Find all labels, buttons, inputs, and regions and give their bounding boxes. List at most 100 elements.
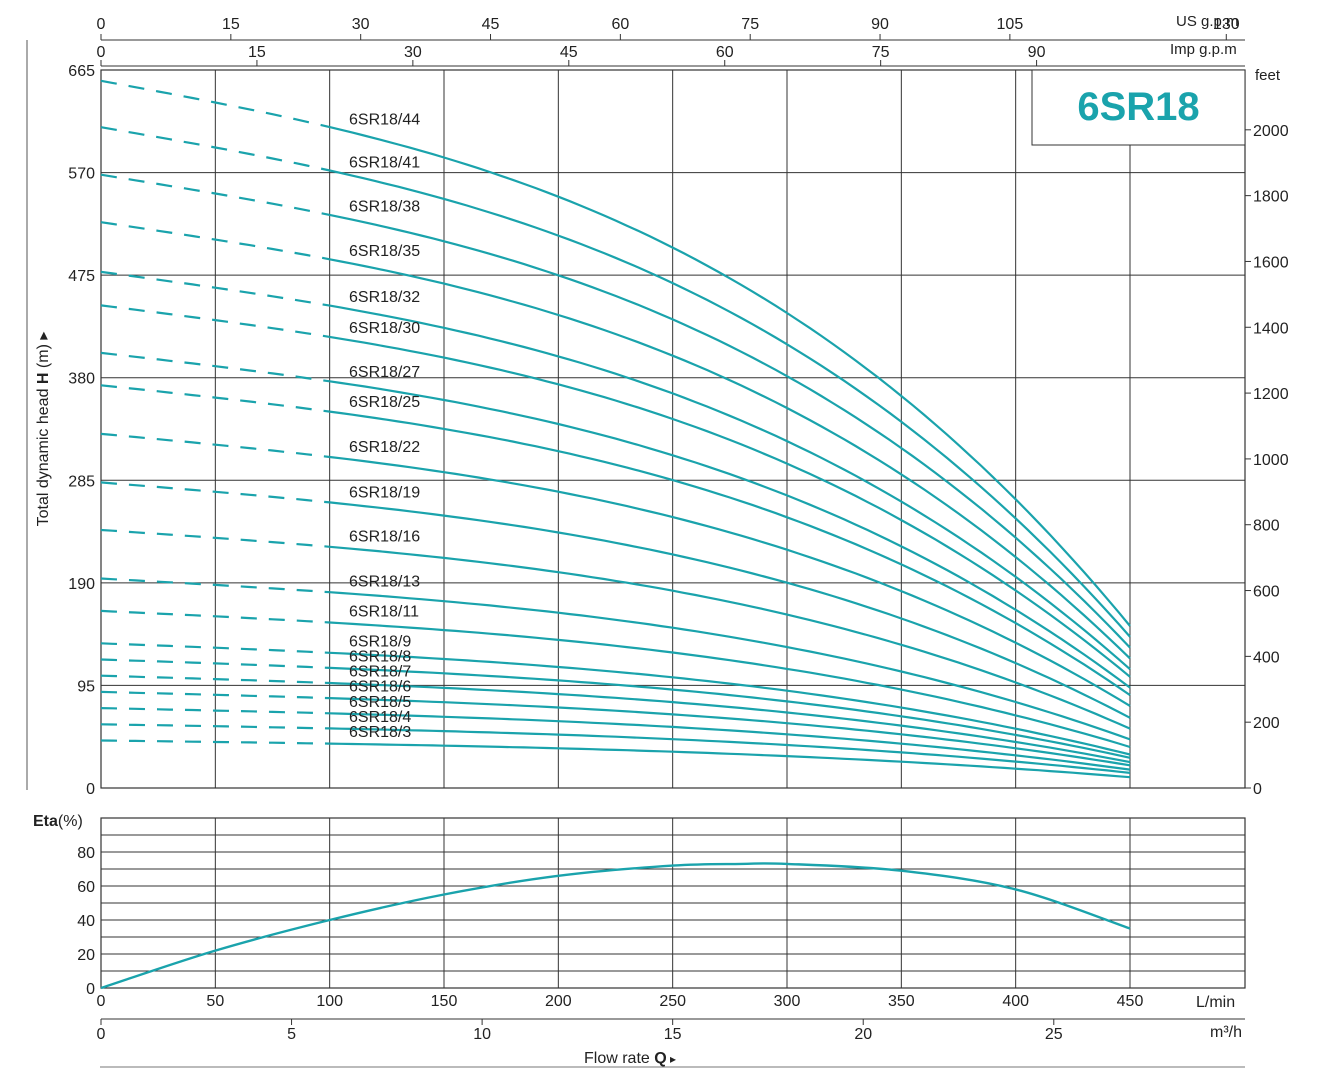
x-axis-unit-lmin: L/min [1196,994,1235,1011]
curve-label: 6SR18/4 [349,709,411,726]
y-tick-label: 570 [68,166,95,183]
head-curve [329,697,1131,767]
curve-label: 6SR18/22 [349,439,420,456]
us-gpm-tick-label: 130 [1213,16,1240,33]
curve-label: 6SR18/3 [349,724,411,741]
feet-tick-label: 1200 [1253,386,1289,403]
head-curve-dashed [100,723,330,730]
x-tick-label: 100 [316,993,343,1010]
head-curve [329,681,1131,764]
head-curve [329,380,1131,689]
head-curve [329,126,1131,627]
imp-gpm-tick-label: 30 [404,44,422,61]
x-tick-label: 200 [545,993,572,1010]
curve-label: 6SR18/7 [349,664,411,681]
curve-label: 6SR18/8 [349,649,411,666]
x-tick-label: 350 [888,993,915,1010]
m3h-tick-label: 10 [473,1026,491,1043]
imp-gpm-tick-label: 75 [872,44,890,61]
head-curve [329,712,1131,771]
us-gpm-tick-label: 0 [97,16,106,33]
m3h-unit: m³/h [1210,1024,1242,1041]
eta-y-tick-label: 60 [77,879,95,896]
x-tick-label: 50 [206,993,224,1010]
y-axis-title: Total dynamic head H (m) ▸ [35,332,52,527]
head-curve-dashed [100,384,330,413]
head-curve-dashed [100,126,330,172]
m3h-tick-label: 15 [664,1026,682,1043]
feet-tick-label: 600 [1253,584,1280,601]
eta-y-tick-label: 0 [86,981,95,998]
head-curve-dashed [100,707,330,715]
head-curve-dashed [100,351,330,383]
feet-tick-label: 800 [1253,518,1280,535]
head-curve-dashed [100,221,330,261]
head-curve [329,304,1131,671]
head-curve [329,169,1131,638]
head-curve-dashed [100,739,330,745]
head-curve [329,545,1131,730]
head-curve-dashed [100,173,330,216]
imp-gpm-tick-label: 15 [248,44,266,61]
us-gpm-tick-label: 105 [997,16,1024,33]
curve-label: 6SR18/27 [349,364,420,381]
head-curve [329,621,1131,749]
y-tick-label: 285 [68,473,95,490]
eta-y-tick-label: 80 [77,845,95,862]
curve-label: 6SR18/11 [349,604,419,621]
us-gpm-tick-label: 45 [482,16,500,33]
curve-label: 6SR18/6 [349,679,411,696]
imp-gpm-tick-label: 60 [716,44,734,61]
head-curve-dashed [100,609,330,624]
head-curve-dashed [100,528,330,548]
curve-label: 6SR18/35 [349,243,420,260]
curve-label: 6SR18/19 [349,484,420,501]
eta-y-tick-label: 40 [77,913,95,930]
head-curve [329,501,1131,719]
feet-tick-label: 200 [1253,715,1280,732]
x-tick-label: 250 [659,993,686,1010]
imp-gpm-unit: Imp g.p.m [1170,41,1237,58]
us-gpm-tick-label: 90 [871,16,889,33]
head-curve-dashed [100,270,330,307]
head-curve-dashed [100,481,330,504]
us-gpm-tick-label: 60 [611,16,629,33]
head-curve-dashed [100,658,330,669]
imp-gpm-tick-label: 0 [97,44,106,61]
feet-tick-label: 1400 [1253,320,1289,337]
m3h-tick-label: 5 [287,1026,296,1043]
y-tick-label: 0 [86,781,95,798]
curve-label: 6SR18/44 [349,111,420,128]
y-tick-label: 475 [68,268,95,285]
curve-label: 6SR18/25 [349,394,420,411]
head-curve-dashed [100,642,330,654]
us-gpm-tick-label: 15 [222,16,240,33]
head-curve [329,335,1131,678]
x-tick-label: 150 [431,993,458,1010]
head-curve-dashed [100,674,330,685]
feet-axis-unit: feet [1255,67,1281,84]
head-curve [329,742,1131,779]
x-tick-label: 450 [1117,993,1144,1010]
m3h-tick-label: 25 [1045,1026,1063,1043]
head-curve [329,727,1131,774]
title-box [1031,69,1246,146]
feet-tick-label: 1000 [1253,452,1289,469]
head-curve-dashed [100,304,330,338]
y-tick-label: 380 [68,371,95,388]
us-gpm-tick-label: 75 [741,16,759,33]
imp-gpm-tick-label: 90 [1028,44,1046,61]
m3h-tick-label: 0 [97,1026,106,1043]
head-curve-dashed [100,690,330,700]
m3h-tick-label: 20 [854,1026,872,1043]
feet-tick-label: 400 [1253,649,1280,666]
eta-y-tick-label: 20 [77,947,95,964]
head-curve-dashed [100,79,330,129]
curve-label: 6SR18/16 [349,528,420,545]
x-tick-label: 0 [97,993,106,1010]
head-curve [329,651,1131,756]
curve-label: 6SR18/13 [349,573,420,590]
eta-axis-title: Eta(%) [33,813,83,830]
feet-tick-label: 0 [1253,781,1262,798]
feet-tick-label: 1800 [1253,189,1289,206]
